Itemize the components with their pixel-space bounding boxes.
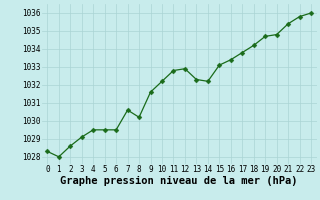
X-axis label: Graphe pression niveau de la mer (hPa): Graphe pression niveau de la mer (hPa) [60, 176, 298, 186]
